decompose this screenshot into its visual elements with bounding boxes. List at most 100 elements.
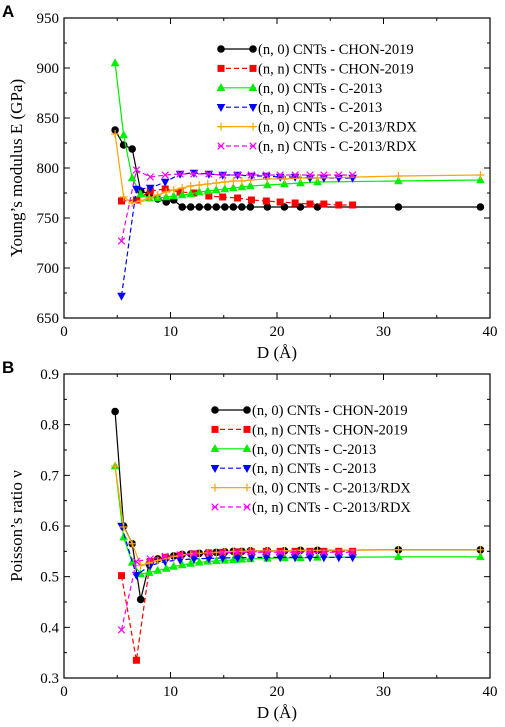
data-point: [144, 567, 154, 576]
data-point: [203, 180, 212, 188]
y-tick-label: 850: [37, 111, 60, 127]
data-point: [306, 547, 314, 555]
legend-label: (n, n) CNTs - C-2013/RDX: [252, 500, 411, 516]
data-point: [132, 557, 141, 566]
series-line: [120, 172, 353, 297]
y-tick-label: 0.5: [40, 570, 59, 586]
data-point: [394, 203, 403, 211]
data-point: [117, 237, 126, 245]
legend-label: (n, n) CNTs - C-2013/RDX: [258, 139, 417, 155]
y-tick-label: 900: [37, 61, 60, 77]
data-point: [233, 554, 242, 563]
data-point: [280, 175, 289, 183]
x-tick-label: 30: [376, 324, 391, 340]
data-point: [161, 185, 169, 193]
data-point: [291, 548, 299, 557]
data-point: [178, 184, 187, 192]
data-point: [276, 548, 284, 557]
data-point: [127, 173, 137, 182]
legend-marker: [210, 444, 220, 452]
data-point: [145, 184, 155, 193]
data-point: [160, 558, 170, 567]
data-point: [132, 166, 141, 174]
data-point: [476, 171, 485, 179]
legend-label: (n, 0) CNTs - C-2013/RDX: [258, 120, 417, 136]
data-point: [195, 203, 204, 211]
data-point: [136, 561, 145, 570]
data-point: [153, 565, 163, 574]
legend-item: (n, 0) CNTs - C-2013: [216, 81, 382, 97]
x-tick-label: 40: [483, 324, 498, 340]
y-tick-label: 0.7: [40, 468, 59, 484]
data-point: [229, 183, 238, 192]
data-point: [169, 191, 178, 200]
data-point: [218, 171, 227, 179]
data-point: [313, 552, 322, 561]
data-point: [262, 554, 271, 563]
chart-panel-b: B 0 10 20 30 40 0.3 0.4 0.5 0.6 0.7 0.8 0.9 D (Å) Pois…: [2, 358, 498, 722]
data-point: [263, 180, 272, 189]
legend: (n, 0) CNTs - CHON-2019 (n, n) CNTs - CHO…: [216, 42, 417, 155]
series-4: [111, 462, 485, 570]
data-point: [110, 58, 120, 67]
x-tick-label: 30: [376, 684, 391, 700]
data-point: [276, 198, 284, 206]
data-point: [237, 554, 247, 563]
y-tick-label: 0.9: [40, 367, 59, 383]
data-point: [161, 171, 169, 179]
data-point: [119, 523, 128, 532]
data-point: [205, 192, 213, 200]
x-tick-label: 40: [483, 684, 498, 700]
y-axis-title: Young’s modulus E (GPa): [7, 79, 26, 257]
data-point: [136, 189, 145, 198]
legend-marker: [248, 83, 258, 91]
data-point: [320, 171, 328, 179]
legend-label: (n, n) CNTs - C-2013: [258, 100, 382, 116]
data-point: [219, 193, 227, 201]
legend-marker: [248, 104, 258, 112]
series-line: [120, 550, 353, 661]
data-point: [111, 462, 120, 471]
data-point: [247, 171, 256, 179]
data-point: [305, 554, 315, 563]
legend-item: (n, 0) CNTs - CHON-2019: [217, 42, 414, 58]
data-point: [263, 203, 272, 211]
legend-marker: [211, 503, 219, 511]
data-point: [128, 539, 137, 548]
data-point: [234, 194, 242, 202]
y-tick-label: 950: [37, 11, 60, 27]
series-1: [118, 185, 357, 209]
data-point: [220, 178, 229, 186]
data-point: [111, 130, 120, 138]
data-point: [195, 181, 204, 189]
y-tick-label: 800: [37, 161, 60, 177]
data-point: [211, 185, 221, 194]
data-point: [313, 174, 322, 182]
legend-marker: [217, 122, 225, 131]
data-point: [320, 200, 328, 208]
data-point: [145, 562, 155, 571]
data-point: [176, 170, 184, 178]
data-point: [161, 552, 169, 561]
panel-letter: A: [2, 2, 14, 21]
data-point: [205, 170, 213, 178]
data-point: [237, 177, 246, 185]
data-point: [276, 171, 284, 179]
legend-item: (n, n) CNTs - CHON-2019: [211, 422, 408, 438]
data-point: [136, 595, 145, 604]
data-point: [146, 555, 154, 563]
data-point: [349, 201, 357, 209]
legend-label: (n, 0) CNTs - C-2013/RDX: [252, 481, 411, 497]
data-point: [111, 407, 119, 416]
data-point: [169, 186, 178, 194]
legend-item: (n, 0) CNTs - C-2013/RDX: [211, 481, 411, 497]
legend-label: (n, 0) CNTs - CHON-2019: [252, 403, 408, 419]
series-1: [118, 547, 357, 664]
legend-item: (n, 0) CNTs - C-2013: [210, 442, 376, 458]
legend-marker: [242, 465, 252, 473]
data-point: [246, 181, 255, 190]
x-tick-label: 20: [270, 324, 285, 340]
data-point: [246, 203, 255, 211]
series-line: [121, 188, 353, 206]
data-point: [186, 182, 195, 190]
